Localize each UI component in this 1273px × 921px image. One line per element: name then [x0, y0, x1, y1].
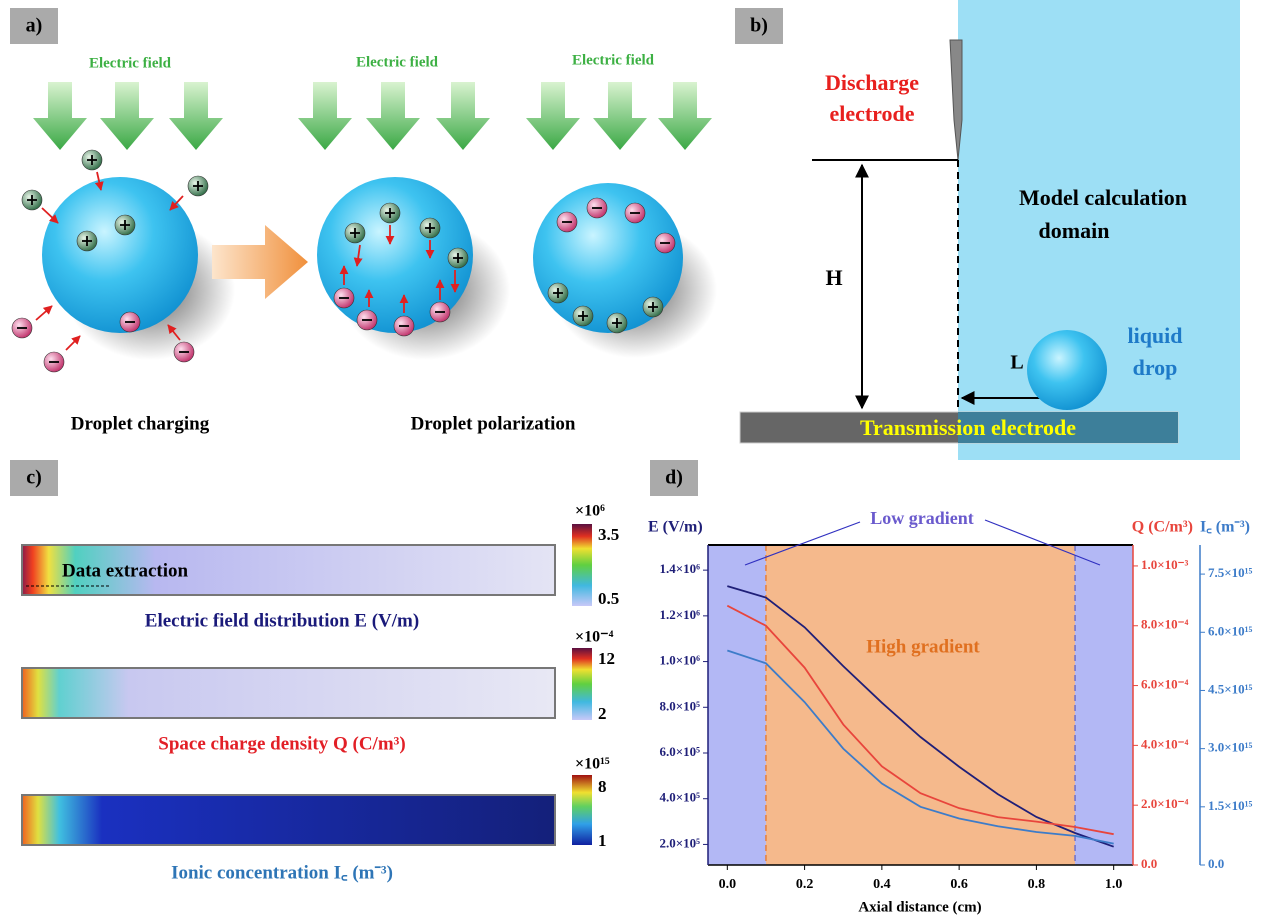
label: domain [1039, 218, 1110, 243]
label: Model calculation [1019, 185, 1187, 210]
field-arrow [33, 82, 87, 150]
field-arrow [436, 82, 490, 150]
panel-b: Discharge electrode Model calculation do… [740, 0, 1240, 460]
panel-label: c) [26, 467, 42, 489]
x-tick-label: 1.0 [1105, 877, 1123, 892]
low-gradient-region [1075, 545, 1133, 865]
colorbar-max: 12 [598, 649, 615, 668]
ytick-tick-label: 1.0×10⁶ [659, 653, 700, 668]
x-tick-label: 0.4 [873, 877, 891, 892]
panel-label: a) [26, 15, 43, 37]
y3tick-tick-label: 7.5×10¹⁵ [1208, 565, 1253, 580]
colorbar-min: 1 [598, 831, 607, 850]
x-axis-title: Axial distance (cm) [858, 899, 981, 915]
field-arrow [593, 82, 647, 150]
ytick-tick-label: 4.0×10⁵ [659, 790, 700, 805]
field-arrow [526, 82, 580, 150]
caption: Droplet charging [71, 413, 210, 434]
colorbar-exponent: ×10¹⁵ [575, 756, 610, 773]
colorbar-exponent: ×10⁻⁴ [575, 629, 614, 646]
field-arrow [298, 82, 352, 150]
force-arrow [66, 336, 80, 350]
force-arrow [36, 306, 52, 320]
y2tick-tick-label: 0.0 [1141, 856, 1157, 871]
y2tick-tick-label: 4.0×10⁻⁴ [1141, 736, 1189, 751]
caption: Ionic concentration I꜀ (m⁻³) [171, 862, 393, 883]
colorbar-min: 0.5 [598, 589, 619, 608]
x-tick-label: 0.0 [719, 877, 737, 892]
field-arrow [658, 82, 712, 150]
field-label: Electric field [572, 52, 655, 68]
y3tick-tick-label: 0.0 [1208, 856, 1224, 871]
panel-a: Electric field Electric field Electric f… [12, 52, 717, 434]
colorbar-max: 3.5 [598, 525, 619, 544]
label: H [825, 265, 842, 290]
x-tick-label: 0.6 [950, 877, 968, 892]
caption: Space charge density Q (C/m³) [158, 733, 405, 754]
figure: a) b) c) d) Electric field Electric fiel… [0, 0, 1273, 921]
field-label: Electric field [356, 54, 439, 70]
ytick-tick-label: 1.4×10⁶ [659, 561, 700, 576]
label: Transmission electrode [860, 415, 1076, 440]
annotation: Low gradient [870, 508, 974, 528]
annotation: Data extraction [62, 560, 189, 581]
y3tick-tick-label: 6.0×10¹⁵ [1208, 623, 1253, 638]
panel-label: d) [665, 467, 683, 489]
y2tick-tick-label: 1.0×10⁻³ [1141, 557, 1189, 572]
low-gradient-region [708, 545, 766, 865]
y3-axis-title: I꜀ (m⁻³) [1200, 519, 1250, 536]
caption: Droplet polarization [411, 413, 576, 434]
label: drop [1133, 355, 1178, 380]
field-arrow [366, 82, 420, 150]
ytick-tick-label: 8.0×10⁵ [659, 698, 700, 713]
label: Discharge [825, 70, 919, 95]
y3tick-tick-label: 4.5×10¹⁵ [1208, 681, 1253, 696]
ytick-tick-label: 6.0×10⁵ [659, 744, 700, 759]
label: electrode [829, 101, 914, 126]
label: liquid [1127, 323, 1182, 348]
annotation: High gradient [866, 636, 980, 657]
colorbar-min: 2 [598, 704, 607, 723]
y3tick-tick-label: 1.5×10¹⁵ [1208, 798, 1253, 813]
field-arrow [100, 82, 154, 150]
ytick-tick-label: 1.2×10⁶ [659, 607, 700, 622]
high-gradient-region [766, 545, 1075, 865]
y-axis-title: E (V/m) [648, 519, 703, 536]
panel-d: 0.0 0.2 0.4 0.6 0.8 1.0 2.0×10⁵ 4.0×10⁵ 6.0×10⁵ 8… [648, 508, 1253, 915]
field-arrow [169, 82, 223, 150]
x-tick-label: 0.2 [796, 877, 814, 892]
panel-c: Data extraction ×10⁶ 3.5 0.5 ×10⁻⁴ 12 2 … [22, 503, 619, 884]
y2-axis-title: Q (C/m³) [1132, 519, 1193, 536]
label: L [1010, 352, 1023, 374]
field-label: Electric field [89, 55, 172, 71]
y2tick-tick-label: 2.0×10⁻⁴ [1141, 796, 1189, 811]
ytick-tick-label: 2.0×10⁵ [659, 835, 700, 850]
y3tick-tick-label: 3.0×10¹⁵ [1208, 740, 1253, 755]
panel-label: b) [750, 15, 768, 37]
colorbar-exponent: ×10⁶ [575, 503, 605, 520]
droplet [42, 177, 198, 333]
liquid-drop [1027, 330, 1107, 410]
y2tick-tick-label: 8.0×10⁻⁴ [1141, 617, 1189, 632]
x-tick-label: 0.8 [1028, 877, 1046, 892]
y2tick-tick-label: 6.0×10⁻⁴ [1141, 677, 1189, 692]
caption: Electric field distribution E (V/m) [145, 610, 419, 631]
colorbar-max: 8 [598, 777, 607, 796]
